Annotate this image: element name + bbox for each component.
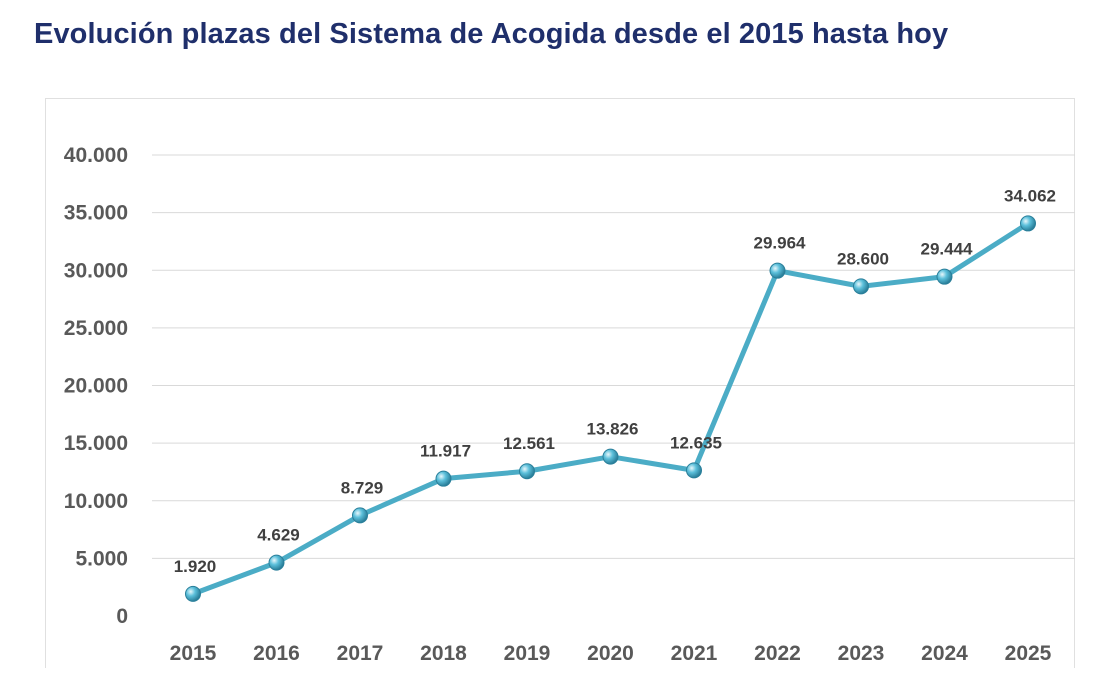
data-label: 12.561: [503, 434, 555, 453]
data-point: [352, 507, 368, 524]
x-tick-label: 2025: [1005, 642, 1052, 665]
y-tick-label: 30.000: [64, 259, 128, 282]
chart-frame: [45, 98, 1075, 668]
x-tick-label: 2020: [587, 642, 634, 665]
x-tick-label: 2019: [504, 642, 551, 665]
x-tick-label: 2016: [253, 642, 300, 665]
data-point: [435, 470, 452, 487]
data-label: 1.920: [174, 557, 217, 576]
data-point: [1020, 215, 1036, 232]
y-tick-label: 15.000: [64, 432, 128, 455]
data-point: [602, 448, 619, 465]
x-tick-label: 2018: [420, 642, 467, 665]
x-tick-label: 2017: [337, 642, 384, 665]
data-point: [519, 463, 535, 480]
data-point: [268, 554, 285, 571]
x-tick-label: 2021: [671, 642, 718, 665]
y-tick-label: 0: [116, 605, 128, 628]
y-tick-label: 25.000: [64, 317, 128, 340]
data-label: 4.629: [257, 526, 300, 545]
data-label: 29.444: [921, 240, 974, 259]
x-tick-label: 2024: [921, 642, 968, 665]
data-point: [936, 268, 953, 285]
data-point: [686, 462, 702, 479]
data-label: 29.964: [754, 234, 807, 253]
data-label: 11.917: [420, 442, 471, 461]
data-label: 28.600: [837, 249, 889, 268]
x-tick-label: 2022: [754, 642, 801, 665]
data-point: [853, 278, 869, 295]
y-tick-label: 20.000: [64, 375, 128, 398]
data-point: [185, 585, 201, 602]
y-tick-label: 5.000: [75, 547, 128, 570]
data-label: 12.635: [670, 433, 722, 452]
data-label: 8.729: [341, 478, 384, 497]
x-tick-label: 2023: [838, 642, 885, 665]
data-point: [769, 262, 786, 279]
y-tick-label: 10.000: [64, 490, 128, 513]
y-tick-label: 40.000: [64, 144, 128, 167]
chart-title: Evolución plazas del Sistema de Acogida …: [34, 18, 949, 50]
y-tick-label: 35.000: [64, 202, 128, 225]
data-label: 34.062: [1004, 186, 1056, 205]
data-label: 13.826: [587, 420, 639, 439]
x-tick-label: 2015: [170, 642, 217, 665]
series-line: [190, 220, 1031, 597]
